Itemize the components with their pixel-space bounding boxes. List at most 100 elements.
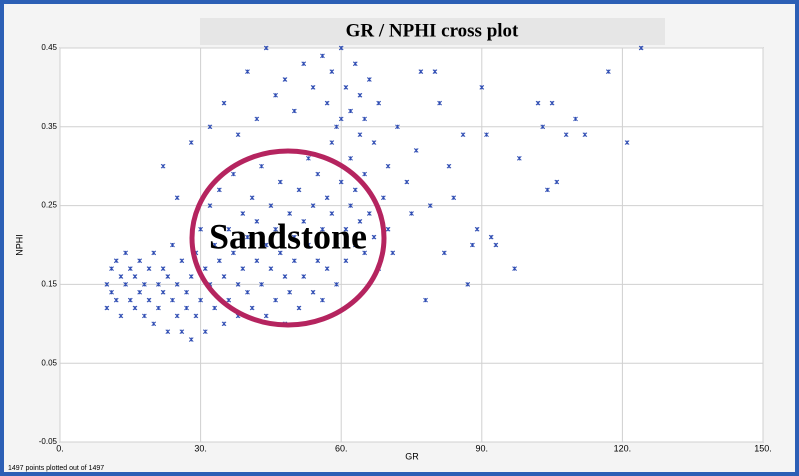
point [146,297,152,303]
point [263,45,269,51]
point [202,329,208,335]
point [362,171,367,177]
point [118,313,124,319]
point [460,132,466,138]
point [156,305,161,311]
point [329,140,335,145]
point [160,289,166,295]
point [320,226,325,232]
point [287,211,293,216]
point [104,282,110,287]
y-tick-label: 0.35 [41,122,57,131]
x-tick-label: 90. [476,443,489,453]
point [357,132,363,138]
point [554,179,560,185]
point [184,289,189,295]
y-tick-label: 0.45 [41,43,57,52]
y-tick-label: -0.05 [39,437,58,446]
point [221,274,227,279]
point [366,211,372,216]
point [142,313,147,319]
point [385,163,391,169]
point [113,258,119,264]
point [259,282,264,287]
point [306,155,311,161]
point [479,85,485,90]
title-band [200,18,665,45]
point [249,305,255,311]
point [273,297,278,303]
point [198,226,203,232]
point [137,289,143,295]
point [165,329,171,335]
point [563,132,569,138]
point [441,250,447,256]
point [151,250,157,256]
point [263,313,269,319]
point [259,163,264,169]
point [174,313,180,319]
point [254,258,260,264]
point [235,282,241,287]
y-axis-label: NPHI [14,234,24,256]
point [465,282,471,287]
point [226,297,232,303]
point [310,85,316,90]
point [432,69,438,74]
point [127,297,133,303]
point [296,187,302,193]
point [254,219,260,224]
point [188,274,194,279]
point [165,274,171,279]
point [160,163,166,169]
point [343,85,349,90]
point [170,297,175,303]
point [329,69,335,74]
point [113,297,119,303]
point [132,305,138,311]
point [352,187,358,193]
point [493,242,499,248]
point [338,179,344,185]
point [310,289,316,295]
point [535,100,541,106]
point [301,274,307,279]
point [306,242,311,248]
point [245,289,250,295]
point [118,274,124,279]
point [156,282,161,287]
point [390,250,396,256]
point [427,203,433,208]
point [240,211,246,216]
point [123,282,128,287]
point [362,116,367,122]
annotation: Sandstone [209,216,367,256]
point [348,203,353,208]
point [582,132,588,138]
point [277,250,283,256]
point [170,242,175,248]
point [104,305,110,311]
point [376,100,382,106]
point [291,108,297,114]
point [418,69,424,74]
point [329,211,335,216]
point [142,282,147,287]
y-tick-label: 0.25 [41,201,57,210]
point [301,219,307,224]
point [404,179,410,185]
point [371,234,377,240]
point [413,148,419,153]
x-axis-label: GR [405,451,419,461]
point [151,321,157,327]
point [137,258,143,264]
point [198,297,203,303]
point [245,69,250,74]
point [207,203,213,208]
point [216,187,222,193]
point [263,242,269,248]
point [207,124,213,130]
point [296,305,302,311]
point [624,140,630,145]
